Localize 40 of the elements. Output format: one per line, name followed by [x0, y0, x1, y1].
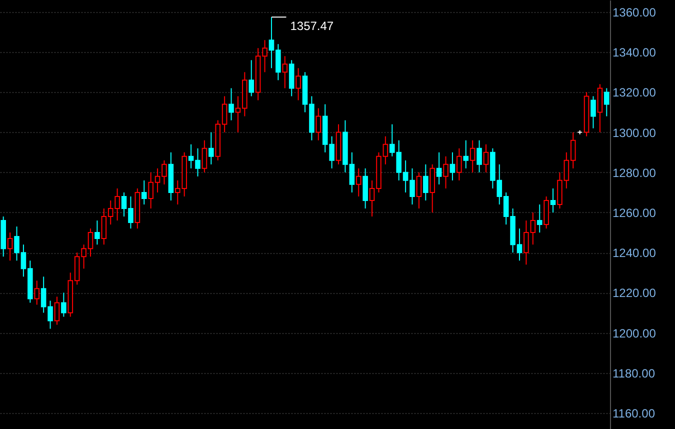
candlestick	[590, 96, 596, 129]
y-tick-label: 1320.00	[612, 86, 656, 100]
candlestick	[202, 140, 208, 173]
candlestick	[463, 140, 469, 169]
candlestick	[228, 88, 234, 121]
y-tick-label: 1160.00	[612, 406, 656, 420]
candlestick	[208, 132, 214, 165]
candlestick	[94, 220, 100, 246]
candlestick	[7, 232, 13, 262]
y-tick-label: 1280.00	[612, 166, 656, 180]
candlestick	[316, 108, 322, 141]
candlestick	[456, 148, 462, 181]
candlestick	[604, 88, 610, 117]
candlestick	[282, 56, 288, 89]
y-tick-label: 1300.00	[612, 126, 656, 140]
candlestick	[550, 188, 556, 213]
y-tick-label: 1340.00	[612, 46, 656, 60]
y-tick-label: 1360.00	[612, 6, 656, 20]
candlestick	[470, 140, 476, 173]
candlestick	[61, 292, 66, 318]
y-tick-label: 1180.00	[612, 366, 656, 380]
candlestick	[536, 204, 542, 234]
candlestick	[476, 140, 482, 173]
y-tick-label: 1200.00	[612, 326, 656, 340]
candlestick	[141, 180, 147, 205]
annotation: 1357.47	[290, 19, 334, 34]
candlestick	[296, 68, 301, 101]
candlestick	[483, 144, 489, 173]
candlestick	[423, 164, 428, 201]
candlestick	[54, 296, 60, 326]
y-tick-label: 1220.00	[612, 286, 656, 300]
candlestick	[416, 172, 422, 209]
candlestick	[443, 156, 448, 189]
candlestick	[450, 152, 456, 181]
candlestick	[34, 280, 40, 306]
candlestick	[436, 152, 442, 185]
y-tick-label: 1260.00	[612, 206, 656, 220]
candlestick	[356, 168, 362, 197]
y-tick-label: 1240.00	[612, 246, 656, 260]
candlestick	[248, 60, 254, 97]
